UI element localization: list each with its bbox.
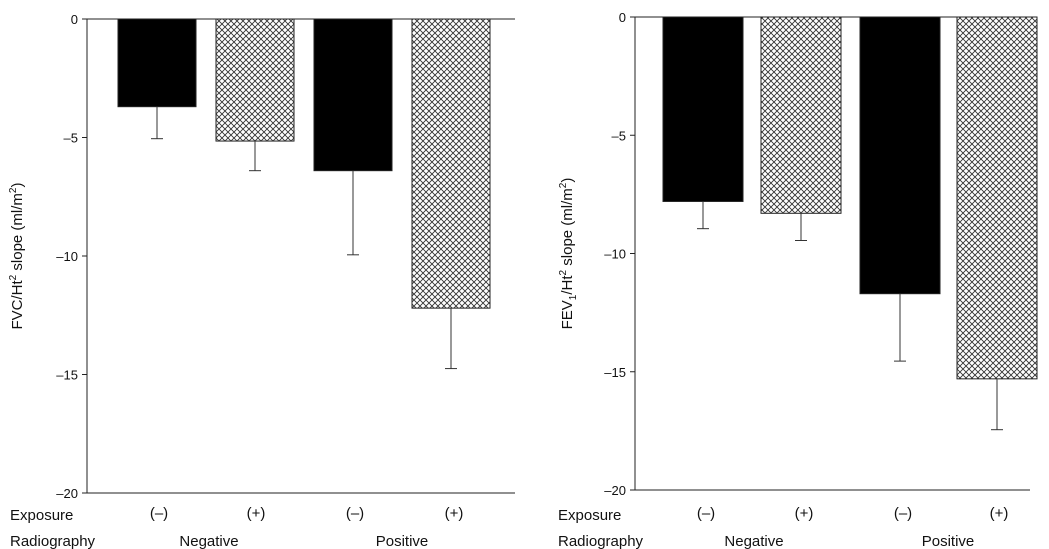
exposure-row-label: Exposure (10, 507, 73, 524)
y-tick-label: –20 (604, 483, 626, 498)
y-axis-label: FVC/Ht2 slope (ml/m2) (8, 183, 26, 330)
y-tick-label: –10 (56, 249, 78, 264)
bar (215, 18, 295, 142)
category-label: (+) (795, 505, 814, 522)
category-label: (–) (697, 505, 715, 522)
y-tick-label: 0 (619, 10, 626, 25)
group-label: Negative (724, 533, 783, 549)
category-label: (+) (247, 505, 266, 522)
y-tick-label: –10 (604, 247, 626, 262)
radiography-row-label: Radiography (10, 533, 96, 549)
category-label: (–) (346, 505, 364, 522)
y-tick-label: 0 (71, 12, 78, 27)
radiography-row-label: Radiography (558, 533, 644, 549)
exposure-row-label: Exposure (558, 507, 621, 524)
bar (117, 18, 197, 108)
bar (956, 16, 1038, 380)
bar (313, 18, 393, 172)
y-axis-label: FEV1/Ht2 slope (ml/m2) (558, 178, 579, 330)
fev1-chart: 0 –5 –10 –15 –20 Exposure (–) (+) (–) (+) Radiogra… (558, 10, 1038, 549)
fvc-chart: 0 –5 –10 –15 –20 Exposure (–) (+) (–) (+) Radiogra… (8, 12, 515, 549)
bar (760, 16, 842, 214)
category-label: (–) (894, 505, 912, 522)
y-tick-label: –20 (56, 486, 78, 501)
bar (662, 16, 744, 202)
y-tick-label: –15 (56, 368, 78, 383)
y-tick-label: –15 (604, 365, 626, 380)
group-label: Positive (376, 533, 429, 549)
category-label: (–) (150, 505, 168, 522)
y-tick-label: –5 (612, 128, 626, 143)
bar (859, 16, 941, 295)
category-label: (+) (445, 505, 464, 522)
y-tick-label: –5 (64, 131, 78, 146)
category-label: (+) (990, 505, 1009, 522)
bar (411, 18, 491, 309)
group-label: Negative (179, 533, 238, 549)
group-label: Positive (922, 533, 975, 549)
